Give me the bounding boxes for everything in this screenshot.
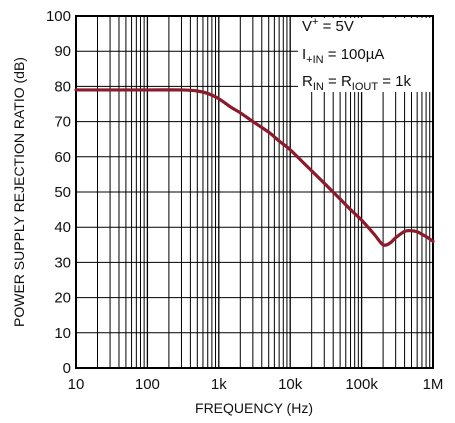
y-tick-label: 0 bbox=[63, 360, 71, 377]
conditions-annotation: V+ = 5V I+IN = 100µA RIN = RIOUT = 1k bbox=[302, 16, 411, 93]
x-tick-label: 1k bbox=[211, 376, 227, 393]
annotation-resistance: RIN = RIOUT = 1k bbox=[302, 73, 411, 93]
psrr-curve bbox=[74, 88, 435, 247]
y-tick-label: 80 bbox=[54, 78, 71, 95]
plot-frame bbox=[75, 15, 434, 369]
y-tick-label: 70 bbox=[54, 114, 71, 131]
x-tick-label: 100k bbox=[345, 376, 378, 393]
y-axis-label: POWER SUPPLY REJECTION RATIO (dB) bbox=[11, 57, 27, 327]
y-tick-label: 40 bbox=[54, 219, 71, 236]
annotation-input-current: I+IN = 100µA bbox=[302, 46, 384, 66]
y-tick-label: 30 bbox=[54, 254, 71, 271]
x-tick-label: 10k bbox=[278, 376, 303, 393]
annotation-background bbox=[298, 18, 432, 92]
x-tick-label: 10 bbox=[68, 376, 85, 393]
annotation-supply: V+ = 5V bbox=[302, 16, 354, 35]
x-tick-label: 1M bbox=[423, 376, 444, 393]
y-tick-label: 90 bbox=[54, 43, 71, 60]
y-tick-label: 60 bbox=[54, 149, 71, 166]
y-tick-label: 100 bbox=[46, 8, 71, 25]
x-tick-label: 100 bbox=[135, 376, 160, 393]
y-tick-label: 50 bbox=[54, 184, 71, 201]
x-axis-label: FREQUENCY (Hz) bbox=[195, 400, 313, 416]
y-tick-label: 10 bbox=[54, 325, 71, 342]
grid bbox=[76, 16, 433, 368]
y-tick-label: 20 bbox=[54, 290, 71, 307]
